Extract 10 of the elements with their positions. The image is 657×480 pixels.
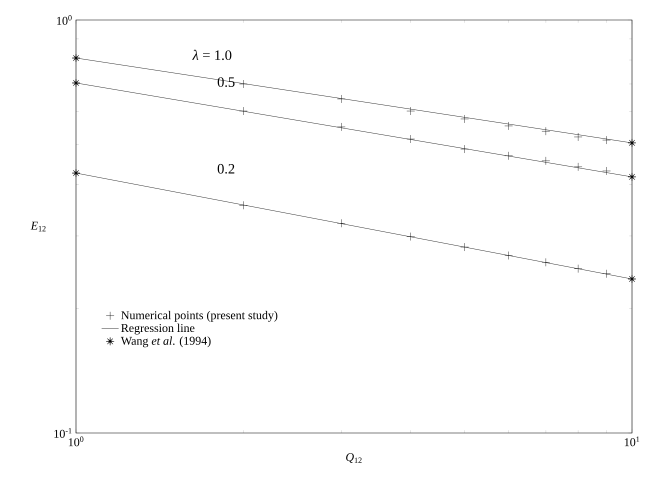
annotation: 0.5 [218, 77, 235, 87]
y-axis-title: E$_{12}$ [30, 222, 46, 232]
legend-label: Wang et al. (1994) [120, 336, 211, 348]
annotation: λ = 1.0 [192, 50, 232, 60]
annotation: 0.2 [218, 164, 234, 174]
x-tick-label: 10$^{1}$ [624, 436, 640, 446]
x-axis-title: Q$_{12}$ [346, 453, 362, 463]
y-tick-label: 10$^{-1}$ [54, 428, 72, 438]
legend-label: Numerical points (present study) [121, 310, 278, 322]
legend-label: Regression line [121, 324, 194, 335]
